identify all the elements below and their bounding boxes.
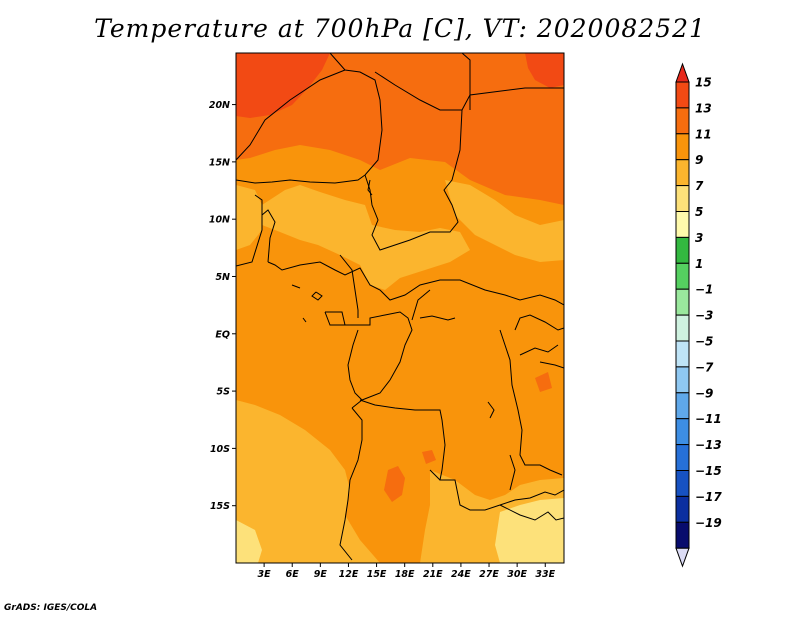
field-7-9-sahel	[262, 185, 470, 290]
colorbar-swatch	[675, 211, 690, 238]
colorbar-swatch	[675, 340, 690, 368]
lat-tick-label: 15N	[209, 157, 230, 168]
lon-tick-label: 3E	[258, 569, 272, 580]
longitude-axis: 3E 6E 9E 12E 15E 18E 21E 24E 27E 30E 33E	[258, 563, 556, 580]
lat-tick-label: 20N	[209, 100, 230, 111]
lat-tick-label: EQ	[215, 329, 230, 340]
colorbar-label: −13	[695, 438, 722, 452]
lon-tick-label: 27E	[479, 569, 499, 580]
map-frame	[235, 52, 565, 564]
lon-tick-label: 15E	[367, 569, 387, 580]
colorbar-label: −1	[695, 283, 713, 297]
field-7-9-southwest	[236, 400, 380, 563]
colorbar-label: 15	[695, 76, 712, 90]
colorbar: 15 13 11 9 7 5 3 1 −1 −3 −5 −7 −9 −11 −13 −15 −17 −19	[675, 62, 722, 568]
colorbar-label: −9	[695, 386, 713, 400]
colorbar-arrow-bottom	[675, 547, 690, 568]
colorbar-swatch	[675, 133, 690, 161]
field-11-13-dot1	[422, 450, 436, 464]
colorbar-swatch	[675, 314, 690, 342]
colorbar-label: 1	[695, 257, 703, 271]
lon-tick-label: 9E	[314, 569, 328, 580]
colorbar-label: 3	[695, 231, 703, 245]
colorbar-arrow-top	[675, 62, 690, 83]
colorbar-label: 7	[695, 179, 704, 193]
lon-tick-label: 18E	[395, 569, 415, 580]
colorbar-swatch	[675, 392, 690, 420]
field-11-13-north	[236, 53, 564, 205]
field-5-7-southwest	[236, 520, 262, 563]
lat-tick-label: 5S	[217, 387, 231, 398]
colorbar-label: 5	[695, 205, 703, 219]
colorbar-label: 13	[695, 101, 712, 115]
colorbar-label: 11	[695, 127, 712, 141]
lon-tick-label: 30E	[507, 569, 527, 580]
field-13-15-ne	[525, 53, 564, 88]
colorbar-swatch	[675, 236, 690, 264]
colorbar-label: −5	[695, 335, 713, 349]
colorbar-swatch	[675, 262, 690, 290]
colorbar-label: −11	[695, 412, 722, 426]
colorbar-swatch	[675, 418, 690, 446]
lon-tick-label: 24E	[451, 569, 471, 580]
colorbar-label: −7	[695, 360, 714, 374]
colorbar-label: −15	[695, 464, 722, 478]
lat-tick-label: 5N	[215, 272, 230, 283]
field-11-13-angola	[384, 466, 405, 502]
colorbar-swatch	[675, 495, 690, 523]
field-7-9-west	[236, 185, 262, 250]
lat-tick-label: 10S	[210, 444, 230, 455]
colorbar-swatch	[675, 159, 690, 187]
field-5-7-southeast	[495, 498, 564, 563]
lon-tick-label: 12E	[339, 569, 359, 580]
colorbar-swatch	[675, 185, 690, 213]
latitude-axis: 20N 15N 10N 5N EQ 5S 10S 15S	[209, 100, 236, 512]
lon-tick-label: 33E	[535, 569, 555, 580]
temperature-field	[236, 53, 564, 563]
lon-tick-label: 6E	[286, 569, 300, 580]
lat-tick-label: 10N	[209, 215, 230, 226]
map-title: Temperature at 700hPa [C], VT: 202008252…	[94, 14, 706, 43]
lon-tick-label: 21E	[423, 569, 443, 580]
lat-tick-label: 15S	[210, 501, 230, 512]
colorbar-swatch	[675, 521, 690, 549]
field-11-13-dot2	[535, 372, 552, 392]
field-13-15-nw	[236, 53, 330, 118]
colorbar-label: −19	[695, 516, 722, 530]
colorbar-label: −3	[695, 309, 713, 323]
colorbar-swatch	[675, 444, 690, 472]
colorbar-swatch	[675, 470, 690, 497]
grads-credit: GrADS: IGES/COLA	[4, 603, 98, 613]
colorbar-label: 9	[695, 153, 703, 167]
colorbar-swatch	[675, 107, 690, 135]
country-boundaries	[236, 53, 564, 561]
colorbar-swatch	[675, 81, 690, 109]
field-7-9-east	[445, 180, 564, 262]
colorbar-swatch	[675, 366, 690, 394]
colorbar-swatch	[675, 288, 690, 316]
colorbar-label: −17	[695, 490, 722, 504]
